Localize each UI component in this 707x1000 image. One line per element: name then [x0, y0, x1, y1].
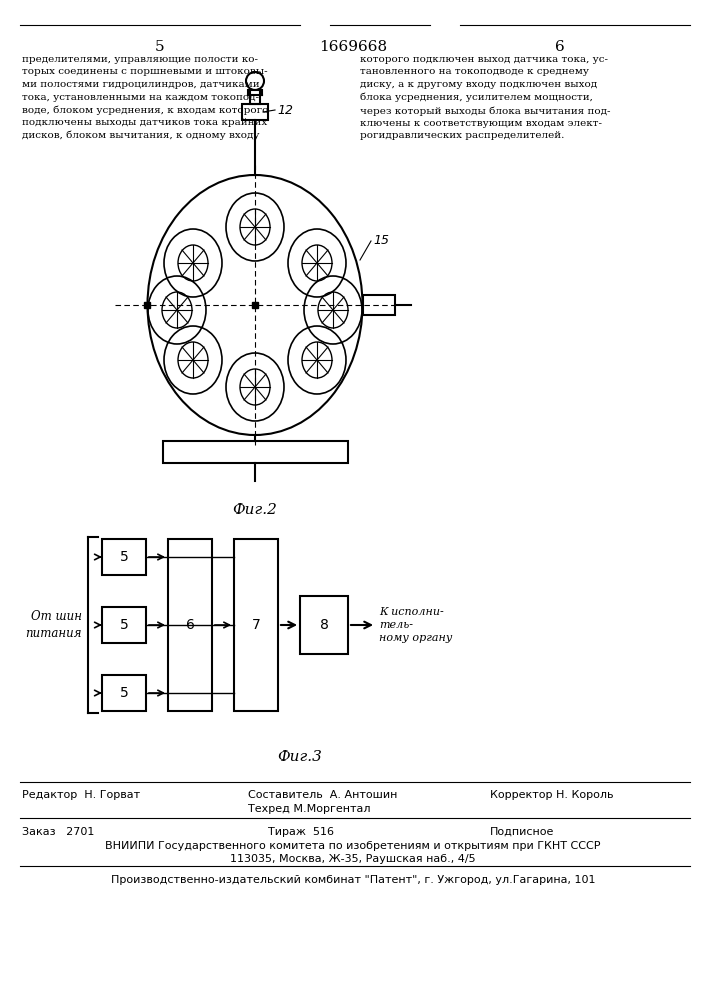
Text: Корректор Н. Король: Корректор Н. Король: [490, 790, 614, 800]
Text: Редактор  Н. Горват: Редактор Н. Горват: [22, 790, 140, 800]
Text: ВНИИПИ Государственного комитета по изобретениям и открытиям при ГКНТ СССР: ВНИИПИ Государственного комитета по изоб…: [105, 841, 601, 851]
Bar: [168, 539, 212, 711]
Text: Тираж  516: Тираж 516: [268, 827, 334, 837]
Text: 5: 5: [119, 686, 129, 700]
Text: 5: 5: [119, 550, 129, 564]
Text: Фиг.3: Фиг.3: [278, 750, 322, 764]
Text: Производственно-издательский комбинат "Патент", г. Ужгород, ул.Гагарина, 101: Производственно-издательский комбинат "П…: [111, 875, 595, 885]
Text: которого подключен выход датчика тока, ус-
тановленного на токоподводе к среднем: которого подключен выход датчика тока, у…: [360, 55, 611, 140]
Text: 15: 15: [373, 233, 389, 246]
Text: 6: 6: [555, 40, 565, 54]
Text: 7: 7: [252, 618, 260, 632]
Text: 1669668: 1669668: [319, 40, 387, 54]
Text: От шин
питания: От шин питания: [25, 610, 82, 640]
Bar: [250, 90, 260, 104]
Bar: [163, 441, 348, 463]
Text: 5: 5: [119, 618, 129, 632]
Bar: [102, 607, 146, 643]
Text: Фиг.2: Фиг.2: [233, 503, 277, 517]
Text: пределителями, управляющие полости ко-
торых соединены с поршневыми и штоковы-
м: пределителями, управляющие полости ко- т…: [22, 55, 269, 140]
Text: 8: 8: [320, 618, 329, 632]
Text: Подписное: Подписное: [490, 827, 554, 837]
Text: К исполни-
тель-
ному органу: К исполни- тель- ному органу: [379, 607, 452, 643]
Text: Заказ   2701: Заказ 2701: [22, 827, 94, 837]
Text: Составитель  А. Антошин: Составитель А. Антошин: [248, 790, 397, 800]
Text: 6: 6: [185, 618, 194, 632]
Bar: [102, 675, 146, 711]
Text: 5: 5: [156, 40, 165, 54]
Bar: [363, 295, 395, 315]
Bar: [242, 104, 268, 120]
Text: 113035, Москва, Ж-35, Раушская наб., 4/5: 113035, Москва, Ж-35, Раушская наб., 4/5: [230, 854, 476, 864]
Bar: [102, 539, 146, 575]
Text: Техред М.Моргентал: Техред М.Моргентал: [248, 804, 370, 814]
Bar: [234, 539, 278, 711]
Text: 12: 12: [277, 104, 293, 116]
Bar: [300, 596, 348, 654]
